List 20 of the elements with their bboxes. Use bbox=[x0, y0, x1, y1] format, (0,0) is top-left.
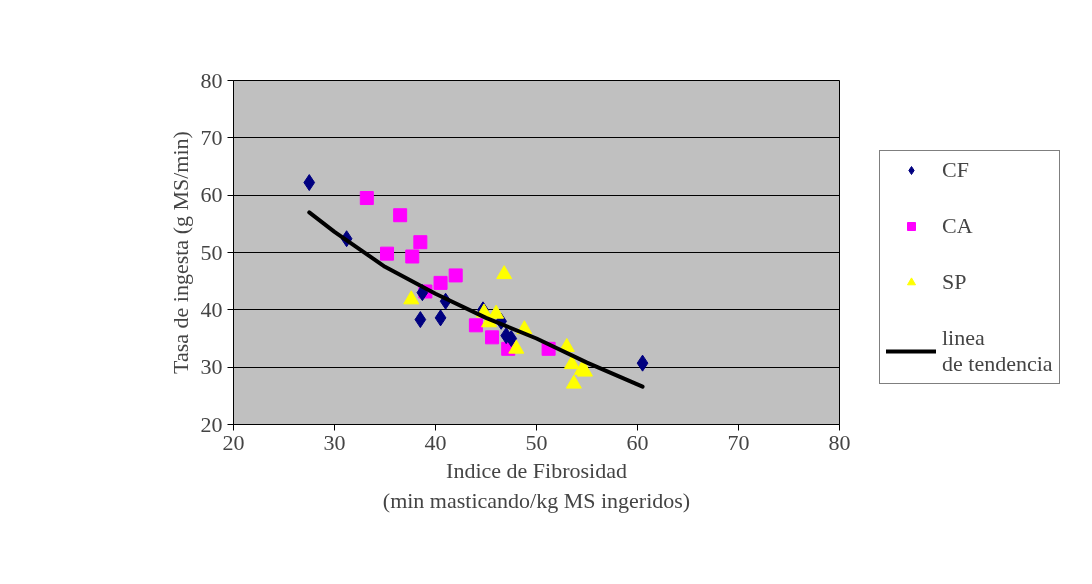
y-axis-title: Tasa de ingesta (g MS/min) bbox=[167, 131, 193, 374]
y-tick-label: 80 bbox=[200, 67, 223, 93]
x-tick-label: 80 bbox=[828, 429, 851, 455]
x-tick-label: 70 bbox=[727, 429, 750, 455]
y-tick-label: 50 bbox=[200, 239, 223, 265]
legend-label: linea de tendencia bbox=[942, 325, 1053, 377]
legend-label: CA bbox=[942, 213, 974, 239]
y-tick-label: 20 bbox=[200, 411, 223, 437]
y-tick-label: 40 bbox=[200, 296, 223, 322]
legend-label: CF bbox=[942, 157, 970, 183]
x-axis-title: Indice de Fibrosidad (min masticando/kg MS ingeridos) bbox=[382, 457, 691, 513]
y-tick-label: 70 bbox=[200, 124, 223, 150]
y-tick-label: 60 bbox=[200, 182, 223, 208]
x-tick-label: 30 bbox=[323, 429, 346, 455]
x-tick-label: 40 bbox=[424, 429, 447, 455]
x-tick-label: 60 bbox=[626, 429, 649, 455]
x-tick-label: 50 bbox=[525, 429, 548, 455]
y-tick-label: 30 bbox=[200, 354, 223, 380]
legend-label: SP bbox=[942, 269, 968, 295]
x-tick-label: 20 bbox=[222, 429, 245, 455]
